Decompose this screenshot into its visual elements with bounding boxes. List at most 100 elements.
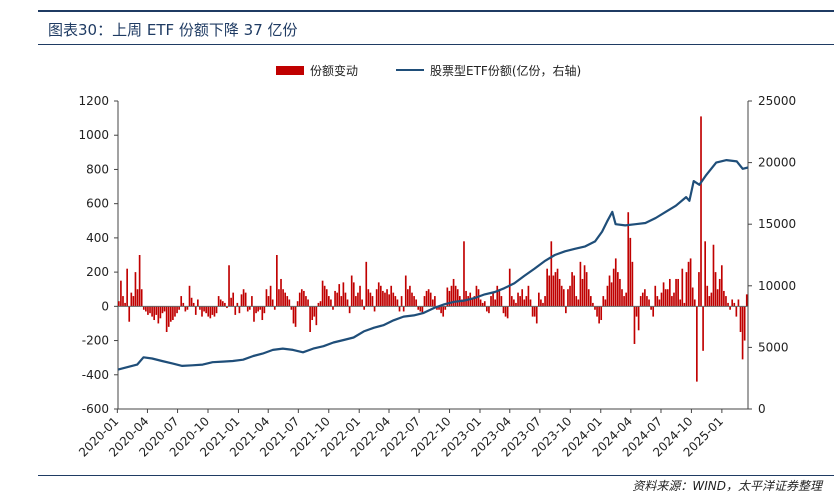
share-change-bar xyxy=(465,290,467,307)
share-change-bar xyxy=(157,306,160,324)
share-change-bar xyxy=(323,285,326,307)
share-change-bar xyxy=(598,306,600,324)
share-change-bar xyxy=(662,282,665,307)
share-change-bar xyxy=(494,299,496,307)
share-change-bar xyxy=(698,272,700,307)
share-change-bar xyxy=(194,306,197,315)
share-change-bar xyxy=(149,306,151,314)
left-axis-tick-label: -400 xyxy=(82,368,109,382)
stock-etf-share-line xyxy=(117,159,749,371)
share-change-bar xyxy=(151,306,153,317)
share-change-bar xyxy=(706,285,709,307)
share-change-bar xyxy=(201,306,203,317)
share-change-bar xyxy=(554,272,557,307)
share-change-bar xyxy=(147,306,149,315)
share-change-bar xyxy=(390,285,393,307)
share-change-bar xyxy=(704,241,706,307)
share-change-bar xyxy=(122,296,124,307)
share-change-bar xyxy=(330,299,332,307)
legend-item-bar: 份额变动 xyxy=(276,62,358,78)
share-change-bar xyxy=(178,306,180,310)
share-change-bar xyxy=(120,280,122,307)
left-axis-tick-label: 600 xyxy=(86,197,109,211)
share-change-bar xyxy=(286,296,289,307)
share-change-bar xyxy=(369,292,372,307)
share-change-bar xyxy=(504,306,507,317)
share-change-bar xyxy=(159,306,162,319)
share-change-bar xyxy=(743,306,746,341)
share-change-bar xyxy=(438,306,440,310)
share-change-bar xyxy=(689,258,692,307)
share-change-bar xyxy=(556,268,559,307)
share-change-bar xyxy=(635,306,638,317)
share-change-bar xyxy=(538,292,540,307)
share-change-bar xyxy=(344,292,347,307)
share-change-bar xyxy=(209,306,212,319)
share-change-bar xyxy=(253,306,255,322)
share-change-bar xyxy=(371,296,374,307)
share-change-bar xyxy=(377,282,380,307)
share-change-bar xyxy=(596,306,598,317)
share-change-bar xyxy=(727,302,729,307)
share-change-bar xyxy=(244,292,247,307)
share-change-bar xyxy=(548,275,551,307)
share-change-bar xyxy=(246,306,249,312)
share-change-bar xyxy=(604,299,607,307)
share-change-bar xyxy=(174,306,176,317)
share-change-bar xyxy=(496,285,499,307)
share-change-bar xyxy=(575,296,578,307)
share-change-bar xyxy=(165,306,168,332)
share-change-bar xyxy=(192,302,195,307)
share-change-bar xyxy=(217,296,220,307)
share-change-bar xyxy=(363,306,366,310)
share-change-bar xyxy=(745,294,748,307)
share-change-bar xyxy=(577,299,580,307)
share-change-bar xyxy=(311,306,314,321)
share-change-bar xyxy=(723,290,725,307)
share-change-bar xyxy=(614,258,617,307)
legend-item-line: 股票型ETF份额(亿份，右轴) xyxy=(396,62,581,78)
share-change-bar xyxy=(639,296,642,307)
share-change-bar xyxy=(180,296,183,307)
share-change-bar xyxy=(610,282,613,307)
share-change-bar xyxy=(450,285,453,307)
share-change-bar xyxy=(373,306,376,312)
left-axis-tick-label: 0 xyxy=(101,299,109,313)
share-change-bar xyxy=(357,292,359,307)
share-change-bar xyxy=(542,302,544,307)
share-change-bar xyxy=(691,287,694,307)
share-change-bar xyxy=(267,296,270,307)
share-change-bar xyxy=(172,306,174,321)
share-change-bar xyxy=(523,299,526,307)
share-change-bar xyxy=(132,296,135,307)
share-change-bar xyxy=(118,301,120,307)
share-change-bar xyxy=(431,299,434,307)
share-change-bar xyxy=(367,289,370,307)
share-change-bar xyxy=(631,261,634,307)
share-change-bar xyxy=(527,285,530,307)
left-axis-tick-label: 1000 xyxy=(78,128,109,142)
legend-label-line: 股票型ETF份额(亿份，右轴) xyxy=(430,63,582,78)
share-change-bar xyxy=(190,297,193,307)
share-change-bar xyxy=(718,278,721,307)
share-change-bar xyxy=(587,289,590,307)
share-change-bar xyxy=(510,296,513,307)
share-change-bar xyxy=(646,296,648,307)
share-change-bar xyxy=(673,292,675,307)
share-change-bar xyxy=(161,306,164,314)
share-change-bar xyxy=(440,306,442,314)
share-change-bar xyxy=(404,275,407,307)
right-axis-tick-label: 20000 xyxy=(758,156,796,170)
share-change-bar xyxy=(725,296,727,307)
share-change-bar xyxy=(342,282,345,307)
share-change-bar xyxy=(248,306,251,310)
share-change-bar xyxy=(384,292,386,307)
share-change-bar xyxy=(479,299,482,307)
share-change-bar xyxy=(226,306,228,309)
share-change-bar xyxy=(407,289,409,307)
share-change-bar xyxy=(261,306,264,321)
share-change-bar xyxy=(282,289,284,307)
share-change-bar xyxy=(446,287,449,307)
share-change-bar xyxy=(623,296,625,307)
share-change-bar xyxy=(473,296,476,307)
